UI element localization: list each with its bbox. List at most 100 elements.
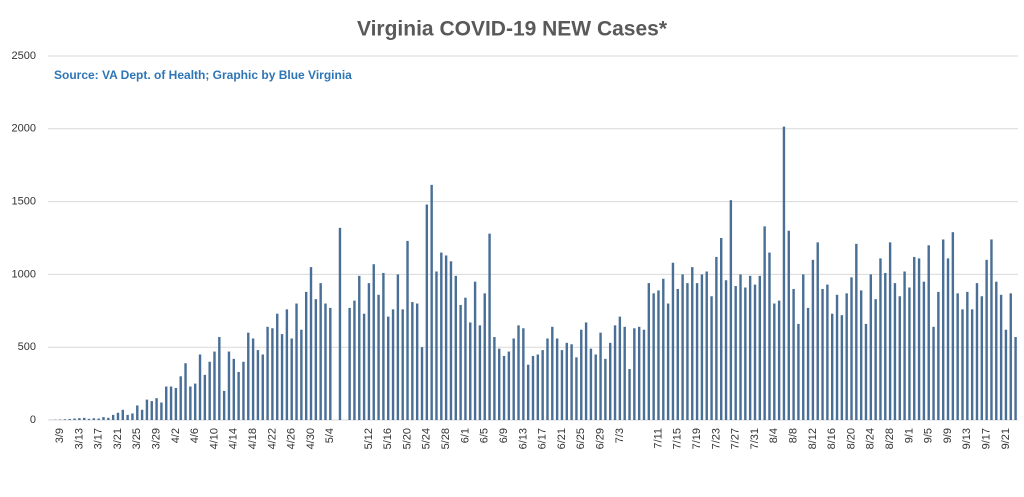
bar [840, 315, 844, 420]
bar [440, 252, 443, 420]
x-tick-label: 5/12 [363, 428, 375, 449]
bar [502, 355, 506, 420]
x-tick-label: 9/1 [903, 428, 915, 443]
bar [604, 358, 607, 420]
bar [478, 325, 482, 420]
bar [826, 284, 829, 420]
x-tick-label: 5/28 [440, 428, 452, 449]
bar [218, 337, 221, 420]
x-tick-label: 9/9 [942, 428, 954, 443]
bar [551, 326, 554, 420]
bar [131, 413, 134, 420]
x-tick-label: 7/19 [691, 428, 703, 449]
bar [285, 309, 289, 420]
bar [802, 274, 805, 420]
x-tick-label: 4/14 [228, 428, 240, 449]
bar [193, 383, 197, 420]
bar [300, 329, 303, 420]
bar [242, 361, 245, 420]
bar [903, 271, 906, 420]
bar [830, 313, 834, 420]
x-tick-label: 3/25 [131, 428, 143, 449]
x-tick-label: 6/13 [517, 428, 529, 449]
bar [898, 296, 901, 420]
bar [396, 274, 400, 420]
bar [517, 325, 520, 420]
bar [208, 361, 211, 420]
bar [859, 290, 863, 420]
bar [87, 418, 91, 420]
bar [970, 309, 974, 420]
bar [73, 418, 76, 420]
x-tick-label: 5/4 [324, 428, 336, 443]
bar [797, 323, 800, 420]
bar [261, 354, 264, 420]
bar [546, 338, 549, 420]
bar [893, 283, 897, 420]
bar [589, 348, 593, 420]
bar [145, 399, 149, 420]
x-tick-label: 6/17 [537, 428, 549, 449]
bar [387, 316, 390, 420]
bar [710, 296, 713, 420]
y-tick-label: 2500 [12, 50, 36, 62]
bar [724, 280, 728, 420]
bar [280, 334, 284, 420]
bar [498, 348, 501, 420]
bar [734, 286, 737, 420]
bar [309, 267, 313, 420]
x-tick-label: 9/5 [923, 428, 935, 443]
x-tick-label: 4/6 [189, 428, 201, 443]
bar [276, 313, 279, 420]
bar [319, 283, 322, 420]
bar [671, 262, 675, 420]
x-tick-label: 6/25 [575, 428, 587, 449]
bar [874, 299, 877, 420]
chart-title: Virginia COVID-19 NEW Cases* [357, 18, 668, 41]
bar [338, 227, 342, 420]
bar [927, 245, 930, 420]
bar [165, 386, 168, 420]
bar [811, 259, 815, 420]
x-tick-label: 6/1 [459, 428, 471, 443]
bar [203, 374, 207, 420]
bar [304, 291, 308, 420]
x-tick-label: 8/28 [884, 428, 896, 449]
bar [136, 405, 139, 420]
x-tick-label: 8/16 [826, 428, 838, 449]
bar [1014, 337, 1017, 420]
x-tick-label: 5/20 [401, 428, 413, 449]
bar [430, 184, 433, 420]
bar [999, 294, 1003, 420]
x-tick-label: 8/12 [807, 428, 819, 449]
bar [570, 344, 573, 420]
bar [647, 283, 651, 420]
bar [222, 390, 226, 420]
bar [700, 274, 704, 420]
x-tick-label: 3/13 [73, 428, 85, 449]
bar [382, 272, 385, 420]
bar [855, 243, 858, 420]
x-tick-label: 7/31 [749, 428, 761, 449]
bar [782, 126, 786, 420]
bar [850, 277, 853, 420]
bar [256, 350, 260, 420]
bar [78, 418, 81, 420]
bar [198, 354, 202, 420]
bar [63, 419, 67, 420]
bar [92, 418, 96, 420]
bar [816, 242, 819, 420]
bar [937, 291, 940, 420]
x-tick-label: 7/15 [672, 428, 684, 449]
bar [232, 358, 236, 420]
x-tick-label: 3/9 [54, 428, 66, 443]
bar [729, 200, 733, 420]
bar [213, 351, 216, 420]
bar [435, 271, 438, 420]
bar [821, 288, 824, 420]
bar [251, 338, 255, 420]
x-tick-label: 7/27 [730, 428, 742, 449]
y-tick-label: 1500 [12, 196, 36, 208]
bar [946, 258, 950, 420]
x-tick-label: 8/20 [845, 428, 857, 449]
